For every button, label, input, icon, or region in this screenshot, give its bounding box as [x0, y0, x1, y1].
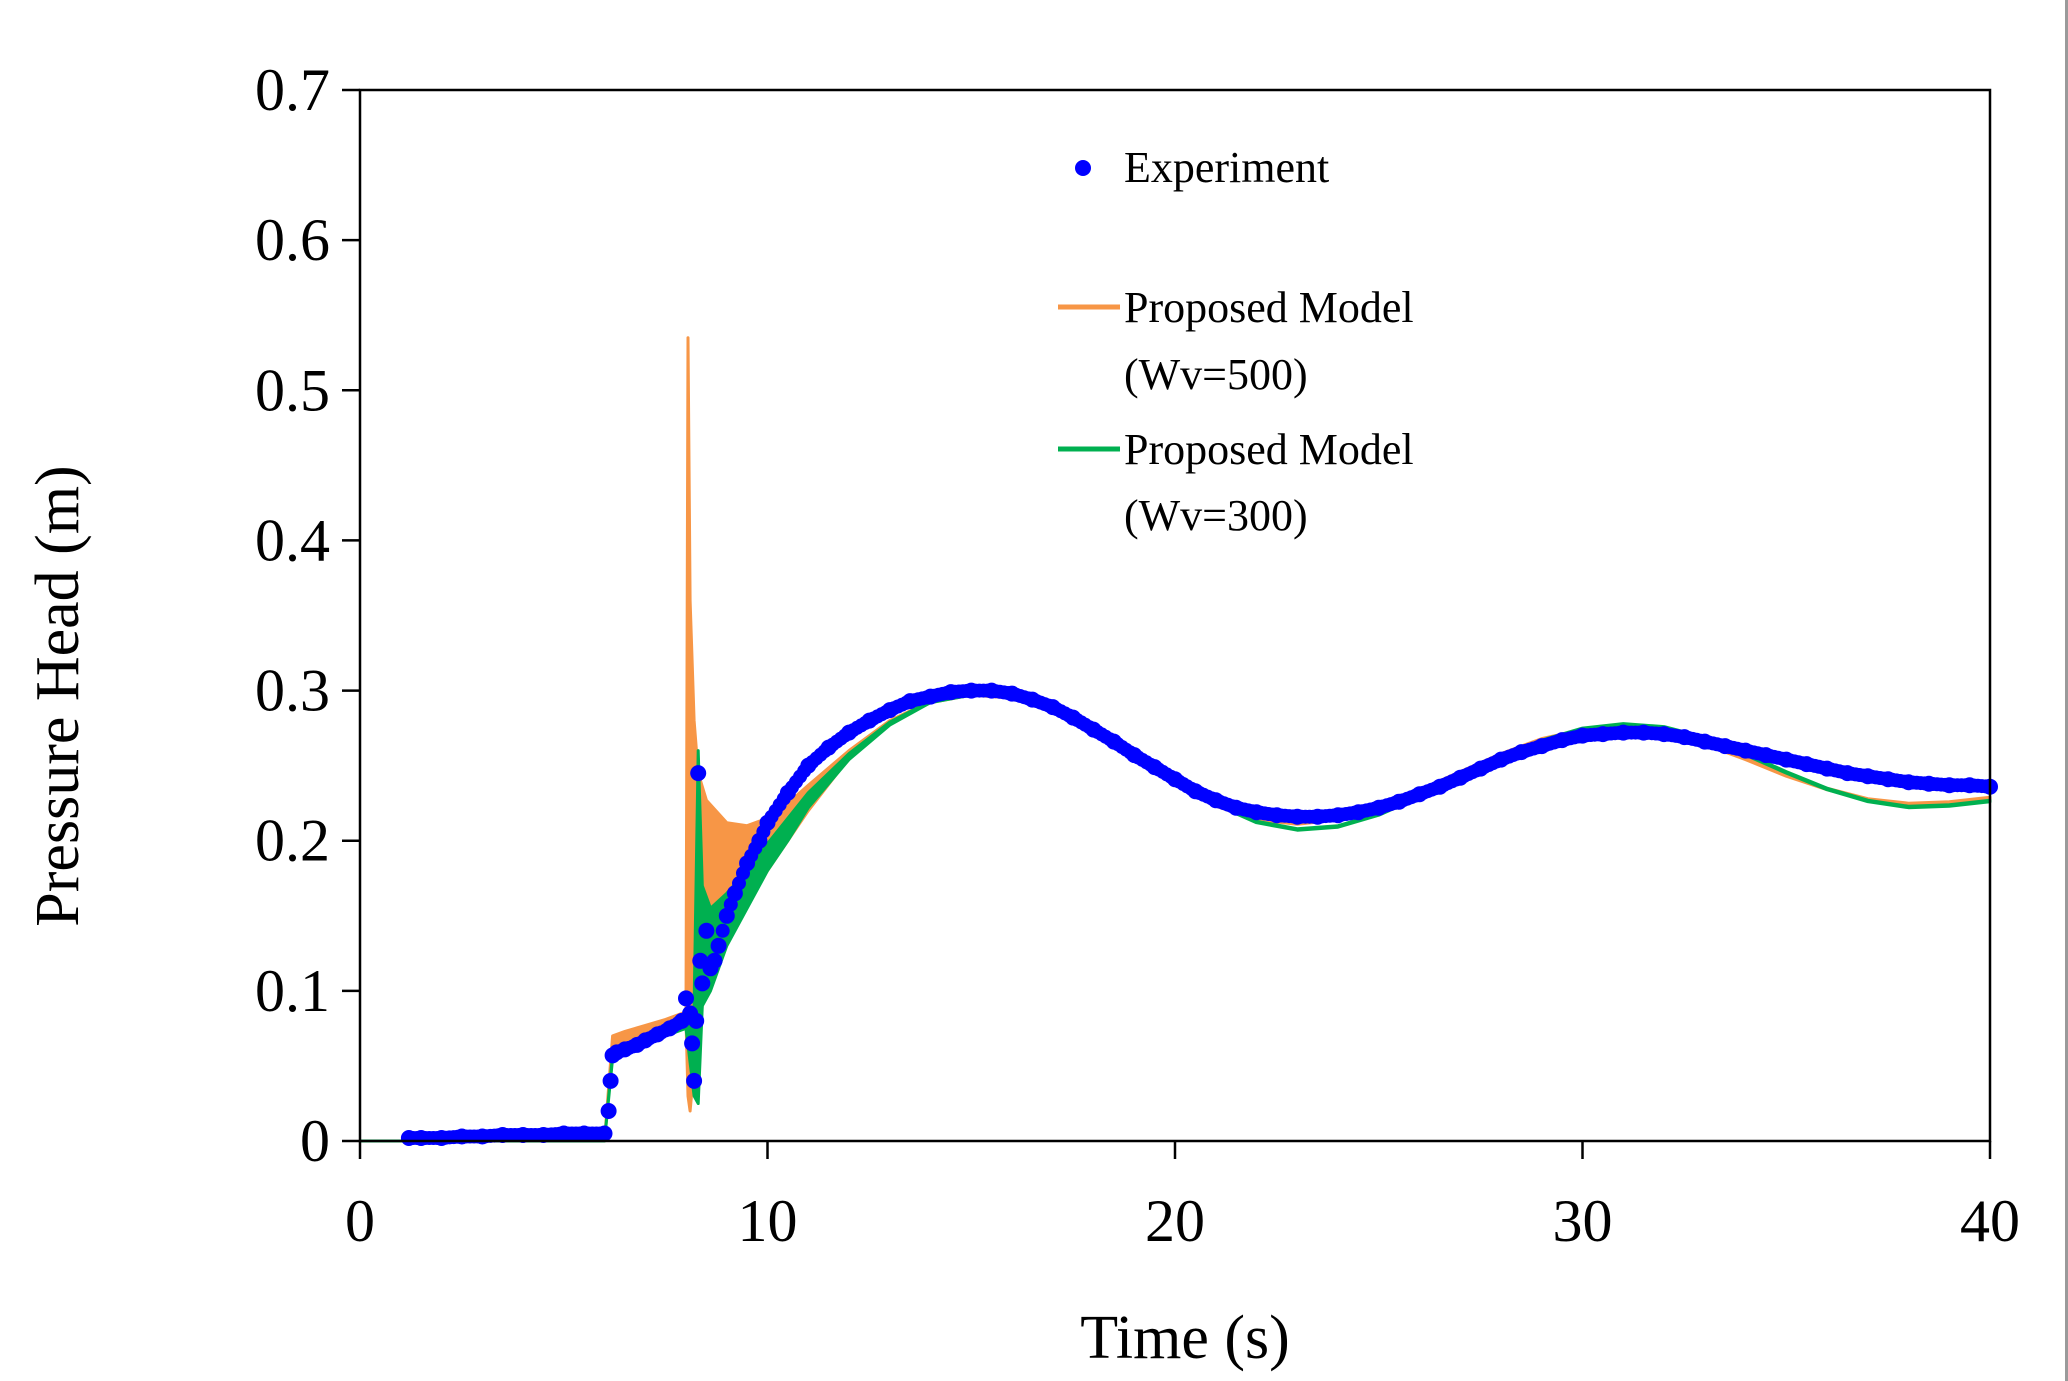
right-edge-line [2065, 0, 2068, 1381]
y-tick-label: 0.7 [255, 57, 330, 123]
experiment-point [688, 1012, 705, 1029]
legend-experiment-label: Experiment [1124, 143, 1329, 192]
experiment-point [706, 952, 723, 969]
y-tick-label: 0.5 [255, 357, 330, 423]
experiment-point [596, 1125, 613, 1142]
x-tick-label: 30 [1553, 1188, 1613, 1254]
experiment-point [698, 922, 715, 939]
x-axis-ticks: 0 10 20 30 40 [345, 1141, 2020, 1254]
experiment-point [678, 990, 694, 1007]
y-tick-label: 0 [300, 1108, 330, 1174]
legend-wv500-label-param: (Wv=500) [1124, 350, 1308, 399]
experiment-point [602, 1072, 619, 1089]
legend: Experiment Proposed Model (Wv=500) Propo… [1058, 143, 1414, 540]
experiment-point [715, 923, 730, 938]
experiment-points [400, 682, 1998, 1146]
plot-frame [358, 88, 1992, 1143]
y-axis-ticks: 0 0.1 0.2 0.3 0.4 0.5 0.6 0.7 [255, 57, 360, 1174]
y-axis-title: Pressure Head (m) [24, 465, 92, 926]
y-tick-label: 0.3 [255, 658, 330, 724]
x-tick-label: 0 [345, 1188, 375, 1254]
experiment-point [686, 1072, 703, 1089]
experiment-point [710, 937, 727, 954]
experiment-point [718, 907, 735, 924]
experiment-point [600, 1103, 617, 1119]
experiment-point [684, 1035, 701, 1052]
x-axis-title: Time (s) [1080, 1304, 1290, 1372]
y-tick-label: 0.2 [255, 808, 330, 874]
x-tick-label: 20 [1145, 1188, 1205, 1254]
x-tick-label: 40 [1960, 1188, 2020, 1254]
legend-experiment-marker [1075, 160, 1091, 176]
experiment-point [694, 975, 711, 992]
legend-wv300-label: Proposed Model [1124, 425, 1414, 474]
plot-axes [358, 88, 1992, 1143]
x-tick-label: 10 [738, 1188, 798, 1254]
y-tick-label: 0.4 [255, 507, 330, 573]
y-tick-label: 0.1 [255, 958, 330, 1024]
experiment-point [690, 765, 707, 782]
legend-wv300-label-param: (Wv=300) [1124, 491, 1308, 540]
y-tick-label: 0.6 [255, 207, 330, 273]
legend-wv500-label: Proposed Model [1124, 283, 1414, 332]
